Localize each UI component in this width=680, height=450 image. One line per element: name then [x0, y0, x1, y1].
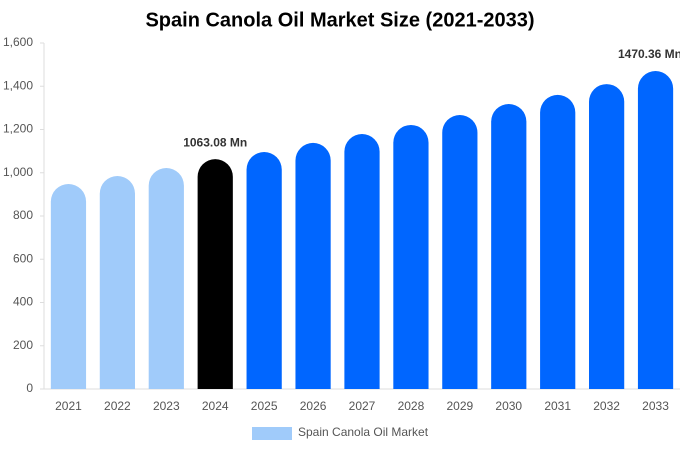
y-tick-label: 0 — [26, 381, 33, 395]
bar — [295, 142, 331, 389]
x-tick-label: 2022 — [104, 399, 131, 413]
bar — [99, 175, 135, 389]
y-tick-label: 1,400 — [3, 78, 33, 92]
chart-title: Spain Canola Oil Market Size (2021-2033) — [145, 9, 534, 31]
y-tick-label: 200 — [13, 338, 33, 352]
bar — [589, 84, 625, 389]
y-tick-label: 1,200 — [3, 122, 33, 136]
y-tick-label: 1,600 — [3, 35, 33, 49]
x-tick-label: 2028 — [398, 399, 425, 413]
y-tick-label: 400 — [13, 295, 33, 309]
legend-label: Spain Canola Oil Market — [298, 425, 429, 439]
value-label: 1470.36 Mn — [618, 47, 680, 61]
y-tick-label: 600 — [13, 251, 33, 265]
bar — [246, 152, 282, 389]
y-tick-label: 1,000 — [3, 165, 33, 179]
value-label: 1063.08 Mn — [183, 135, 247, 149]
x-tick-label: 2033 — [642, 399, 669, 413]
x-tick-label: 2025 — [251, 399, 278, 413]
bar — [393, 124, 429, 389]
bar — [344, 134, 380, 389]
x-tick-label: 2023 — [153, 399, 180, 413]
x-tick-label: 2031 — [544, 399, 571, 413]
bar — [540, 94, 576, 390]
x-tick-label: 2027 — [349, 399, 376, 413]
bar — [148, 167, 184, 389]
x-tick-label: 2024 — [202, 399, 229, 413]
y-tick-label: 800 — [13, 208, 33, 222]
bar — [50, 184, 87, 389]
bar — [491, 104, 527, 389]
x-tick-label: 2030 — [495, 399, 522, 413]
legend-swatch — [252, 427, 292, 440]
x-tick-label: 2032 — [593, 399, 620, 413]
x-tick-label: 2021 — [55, 399, 82, 413]
bar — [197, 159, 233, 389]
bar — [442, 115, 478, 390]
x-tick-label: 2026 — [300, 399, 327, 413]
x-tick-label: 2029 — [446, 399, 473, 413]
bar — [637, 71, 674, 390]
